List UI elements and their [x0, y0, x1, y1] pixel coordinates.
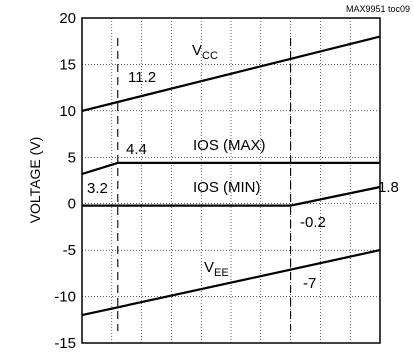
dashed-markers [117, 38, 292, 331]
y-tick-label: 5 [68, 149, 76, 166]
annotation-11-2: 11.2 [128, 69, 156, 86]
y-tick-label: -10 [54, 289, 76, 306]
source-tag: MAX9951 toc09 [346, 4, 410, 14]
series-line-3 [81, 249, 381, 317]
y-tick-label: 10 [59, 103, 76, 120]
annotation-1-8: 1.8 [378, 179, 399, 196]
vcc-main: V [192, 42, 202, 59]
y-tick-label: 20 [59, 10, 76, 27]
y-tick-label: 15 [59, 56, 76, 73]
vcc-sub: CC [202, 50, 218, 62]
vee-main: V [204, 259, 214, 276]
y-tick-label: -15 [54, 335, 76, 352]
series-label-vee: VEE [204, 259, 229, 279]
series-label-vcc: VCC [192, 42, 218, 62]
annotation-3-2: 3.2 [87, 180, 108, 197]
series-line-1 [81, 161, 380, 176]
series-label-ios-max: IOS (MAX) [193, 137, 266, 154]
y-tick-labels: 20 15 10 5 0 -5 -10 -15 [54, 10, 76, 352]
grid-lines [82, 18, 380, 343]
annotation-neg-7: -7 [303, 275, 316, 292]
plot-frame [81, 17, 381, 344]
y-tick-label: -5 [63, 242, 76, 259]
series-lines [81, 35, 381, 317]
y-axis-label: VOLTAGE (V) [27, 137, 43, 224]
annotation-neg-0-2: -0.2 [300, 214, 326, 231]
series-line-2 [82, 185, 381, 207]
annotation-4-4: 4.4 [126, 141, 147, 158]
vee-sub: EE [214, 267, 229, 279]
y-tick-label: 0 [68, 196, 76, 213]
series-line-0 [81, 35, 381, 112]
series-label-ios-min: IOS (MIN) [193, 179, 261, 196]
